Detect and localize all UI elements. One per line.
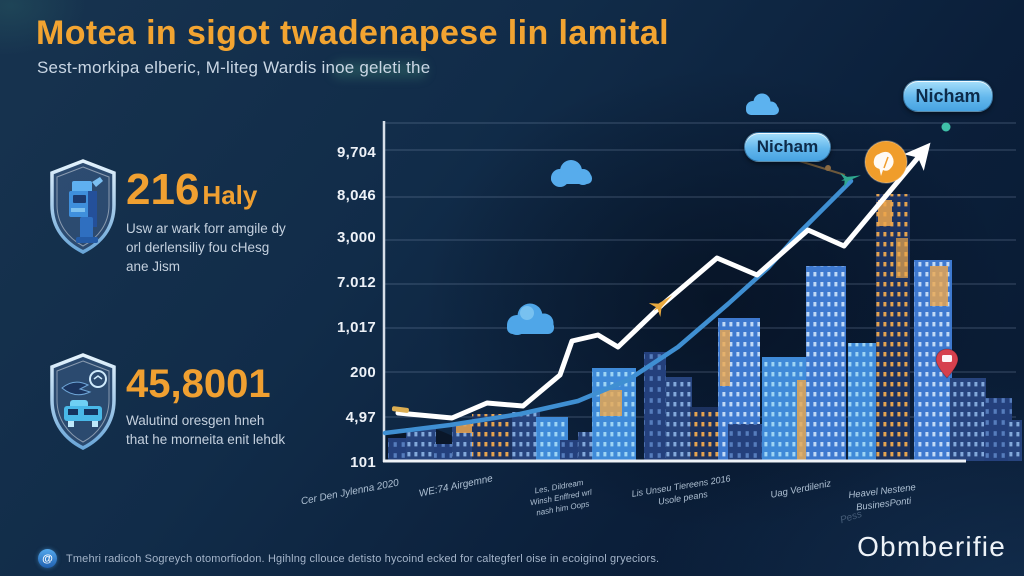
stat-description: Walutind oresgen hneh that he morneita e… — [126, 413, 286, 448]
cloud-icon — [507, 303, 554, 335]
shield-car-icon — [50, 353, 116, 450]
line-start-tick — [391, 406, 409, 413]
green-plane-icon — [839, 173, 861, 188]
y-tick-label: 200 — [350, 364, 376, 381]
location-pin-icon — [935, 348, 959, 379]
white-trend-line — [395, 142, 931, 421]
plane-icon — [648, 295, 673, 317]
annotation-badge-nicham: Nicham — [744, 132, 831, 162]
y-tick-label: 3,000 — [336, 229, 376, 246]
subtitle-smudge — [332, 62, 427, 78]
city-skyline — [388, 194, 1022, 461]
stat-unit: Haly — [202, 180, 258, 210]
globe-icon: @ — [38, 549, 57, 568]
y-tick-label: 101 — [350, 454, 376, 471]
annotation-badge-nicham: Nicham — [903, 80, 993, 112]
y-tick-label: 9,704 — [336, 144, 376, 161]
y-tick-label: 8,046 — [336, 187, 376, 204]
shield-truck-icon — [50, 159, 116, 254]
cloud-icon — [551, 160, 592, 187]
stat-block-2: 45,8001 Walutind oresgen hneh that he mo… — [126, 364, 285, 449]
cloud-icon — [746, 93, 779, 115]
stat-value: 45,8001 — [126, 362, 271, 406]
endpoint-dot — [941, 122, 951, 132]
connector-dot — [825, 165, 831, 171]
stat-description: Usw ar wark forr amgile dy orl derlensil… — [126, 221, 286, 275]
y-tick-label: 4,97 — [345, 409, 376, 426]
page-title: Motea in sigot twadenapese lin lamital — [36, 14, 669, 52]
orange-burst-icon — [864, 140, 908, 184]
stat-block-1: 216 Haly Usw ar wark forr amgile dy orl … — [126, 168, 286, 276]
stat-value: 216 — [126, 165, 200, 214]
y-tick-label: 1,017 — [336, 319, 376, 336]
brand-logo: Obmberifie — [857, 531, 1006, 562]
y-tick-label: 7.012 — [336, 274, 376, 291]
footnote-text: Tmehri radicoh Sogreych otomorfiodon. Hg… — [66, 553, 660, 565]
blue-trend-line — [382, 178, 854, 436]
page-subtitle: Sest-morkipa elberic, M-liteg Wardis ino… — [37, 58, 431, 77]
